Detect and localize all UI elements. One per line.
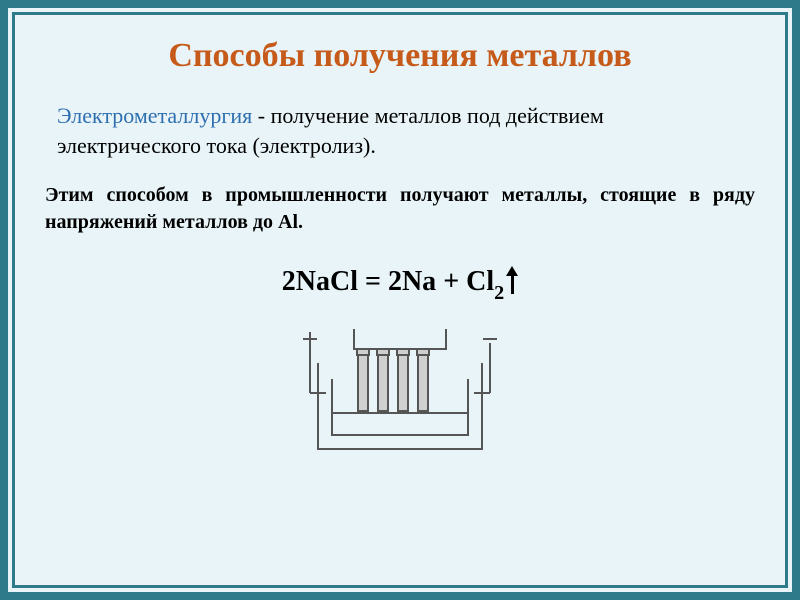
- slide-inner-frame: Способы получения металлов Электрометалл…: [12, 12, 788, 588]
- context-paragraph: Этим способом в промышленности получают …: [45, 182, 755, 236]
- equation-lhs: 2NaCl: [282, 266, 358, 297]
- equation-rhs-b-sub: 2: [494, 282, 504, 304]
- diagram-container: [45, 321, 755, 466]
- slide-outer-frame: Способы получения металлов Электрометалл…: [0, 0, 800, 600]
- definition-paragraph: Электрометаллургия - получение металлов …: [45, 101, 755, 160]
- equation-rhs-a: 2Na: [388, 266, 436, 297]
- equation-eq: =: [358, 266, 388, 297]
- page-title: Способы получения металлов: [45, 37, 755, 75]
- gas-arrow-icon: [506, 266, 518, 294]
- definition-term: Электрометаллургия: [57, 103, 252, 128]
- equation-plus: +: [436, 266, 466, 297]
- equation-rhs-b: Cl: [466, 266, 494, 297]
- electrolysis-cell-diagram: [300, 321, 500, 461]
- definition-separator: -: [252, 103, 270, 128]
- chemical-equation: 2NaCl = 2Na + Cl2: [45, 266, 755, 303]
